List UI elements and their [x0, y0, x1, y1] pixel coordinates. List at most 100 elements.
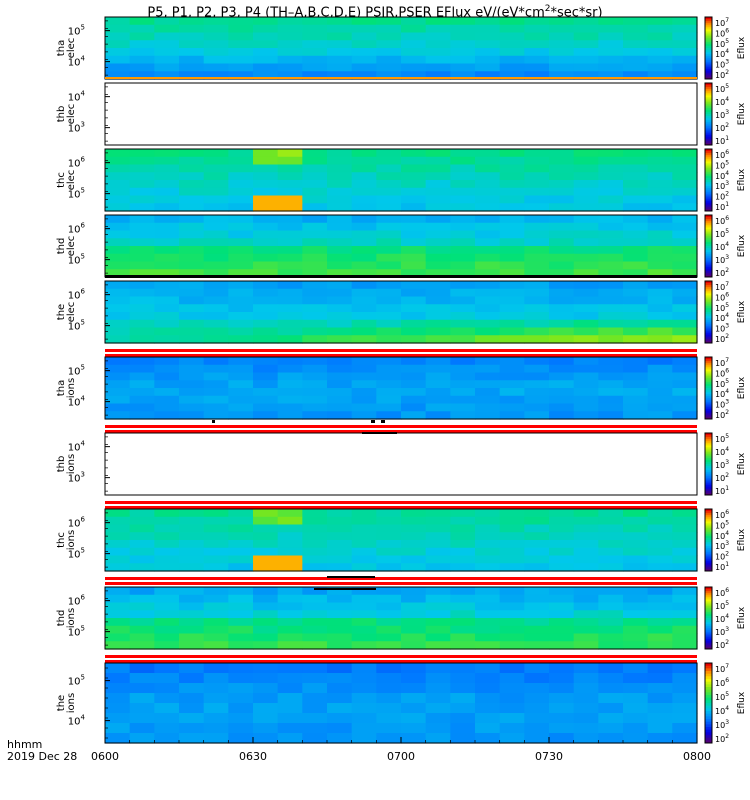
heatmap-cell: [450, 71, 476, 80]
heatmap-cell: [277, 663, 303, 674]
heatmap-cell: [425, 532, 451, 541]
heatmap-cell: [499, 563, 525, 572]
heatmap-cell: [401, 602, 427, 611]
heatmap-cell: [105, 230, 131, 239]
panel-label: theions: [56, 693, 77, 713]
colorbar-tick-label: 103: [715, 626, 729, 637]
colorbar-tick-label: 106: [715, 509, 729, 520]
heatmap-cell: [549, 532, 575, 541]
heatmap-cell: [450, 641, 476, 650]
heatmap-cell: [475, 540, 501, 549]
heatmap-cell: [573, 71, 599, 80]
heatmap-cell: [475, 304, 501, 313]
colorbar-segment: [705, 566, 712, 570]
heatmap-cell: [154, 663, 180, 674]
heatmap-cell: [524, 215, 550, 224]
heatmap-cell: [623, 32, 649, 41]
heatmap-cell: [179, 587, 205, 596]
colorbar-segment: [705, 252, 712, 255]
colorbar-segment: [705, 474, 712, 477]
heatmap-cell: [253, 71, 279, 80]
heatmap-cell: [277, 555, 303, 564]
x-tick-label: 0630: [239, 750, 267, 763]
colorbar-tick-label: 105: [715, 302, 729, 313]
heatmap-cell: [475, 524, 501, 533]
heatmap-cell: [327, 380, 353, 389]
heatmap-cell: [105, 713, 131, 724]
heatmap-cell: [425, 641, 451, 650]
panel-label: thaelec: [56, 38, 77, 59]
heatmap-cell: [401, 281, 427, 290]
heatmap-cell: [450, 304, 476, 313]
colorbar-segment: [705, 37, 712, 41]
heatmap-cell: [351, 180, 377, 189]
heatmap-cell: [376, 602, 402, 611]
heatmap-cell: [253, 261, 279, 270]
colorbar-segment: [705, 727, 712, 731]
heatmap-cell: [672, 532, 698, 541]
heatmap-cell: [623, 663, 649, 674]
heatmap-cell: [105, 335, 131, 344]
heatmap-cell: [129, 713, 155, 724]
colorbar-segment: [705, 381, 712, 385]
heatmap-cell: [302, 663, 328, 674]
heatmap-cell: [277, 693, 303, 704]
heatmap-cell: [499, 395, 525, 405]
heatmap-cell: [179, 187, 205, 197]
heatmap-cell: [450, 335, 476, 344]
heatmap-cell: [475, 319, 501, 329]
heatmap-cell: [647, 610, 673, 619]
heatmap-cell: [129, 723, 155, 734]
heatmap-cell: [277, 594, 303, 604]
heatmap-cell: [401, 516, 427, 526]
heatmap-cell: [376, 335, 402, 344]
heatmap-cell: [450, 532, 476, 541]
y-tick-label: 104: [68, 714, 86, 728]
heatmap-cell: [475, 48, 501, 57]
heatmap-cell: [302, 253, 328, 263]
heatmap-cell: [129, 187, 155, 197]
heatmap-cell: [401, 372, 427, 381]
heatmap-cell: [425, 71, 451, 80]
heatmap-cell: [598, 172, 624, 181]
heatmap-cell: [549, 296, 575, 305]
heatmap-cell: [302, 618, 328, 627]
heatmap-cell: [598, 602, 624, 611]
heatmap-cell: [302, 63, 328, 72]
colorbar-segment: [705, 173, 712, 177]
heatmap-cell: [129, 304, 155, 313]
colorbar-frame: [704, 214, 713, 278]
heatmap-cell: [401, 203, 427, 212]
colorbar-tick-label: 102: [715, 639, 729, 650]
colorbar-segment: [705, 87, 712, 90]
heatmap-cell: [499, 172, 525, 181]
heatmap-cell: [573, 509, 599, 518]
heatmap-cell: [277, 288, 303, 298]
heatmap-cell: [524, 195, 550, 204]
colorbar-segment: [705, 357, 712, 360]
heatmap-cell: [524, 17, 550, 26]
heatmap-cell: [302, 540, 328, 549]
heatmap-cell: [425, 555, 451, 564]
heatmap-cell: [203, 372, 229, 381]
heatmap-cell: [327, 532, 353, 541]
panel-separator-line: [105, 425, 697, 428]
heatmap-cell: [154, 261, 180, 270]
heatmap-cell: [598, 618, 624, 627]
heatmap-cell: [450, 172, 476, 181]
heatmap-cell: [351, 547, 377, 557]
heatmap-cell: [425, 149, 451, 158]
heatmap-cell: [450, 563, 476, 572]
heatmap-cell: [327, 32, 353, 41]
heatmap-cell: [499, 532, 525, 541]
heatmap-cell: [425, 602, 451, 611]
colorbar-tick-label: 104: [715, 613, 729, 624]
heatmap-cell: [253, 304, 279, 313]
heatmap-cell: [425, 563, 451, 572]
colorbar-segment: [705, 636, 712, 640]
heatmap-cell: [351, 40, 377, 49]
heatmap-cell: [573, 641, 599, 650]
colorbar-segment: [705, 340, 712, 344]
heatmap-cell: [425, 610, 451, 619]
heatmap-cell: [475, 395, 501, 405]
